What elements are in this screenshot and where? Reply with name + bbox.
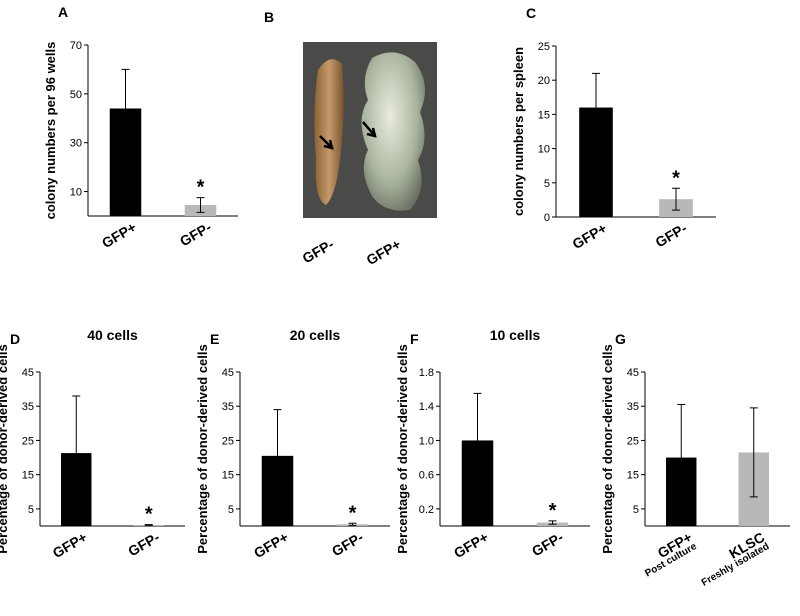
panel-letter: A (58, 4, 68, 20)
x-tick-label: GFP+ (251, 529, 291, 561)
significance-mark: * (549, 500, 557, 522)
panel-letter: G (615, 331, 626, 347)
y-tick-label: 1.0 (419, 435, 434, 447)
chart-title: 40 cells (87, 327, 138, 343)
significance-mark: * (145, 504, 153, 526)
y-tick-label: 20 (538, 75, 550, 87)
y-tick-label: 10 (538, 144, 550, 156)
panel-letter: D (10, 331, 20, 347)
y-tick-label: 35 (222, 401, 234, 413)
y-axis-label: Percentage of donor-derived cells (195, 344, 210, 554)
y-tick-label: 0 (544, 212, 550, 224)
y-tick-label: 1.8 (419, 367, 434, 379)
x-tick-label: GFP+ (569, 220, 609, 252)
x-tick-label: GFP+ (451, 529, 491, 561)
arrow (362, 121, 377, 138)
significance-mark: * (197, 177, 205, 199)
x-tick-label: GFP- (125, 529, 162, 560)
error-bar (144, 524, 153, 526)
panel-letter: C (526, 5, 536, 21)
significance-mark: * (672, 167, 680, 189)
x-tick-label: GFP- (529, 529, 566, 560)
photo-label: GFP+ (363, 236, 403, 268)
y-tick-label: 15 (222, 470, 234, 482)
x-tick-label: GFP- (177, 219, 214, 250)
panel-letter: F (410, 331, 419, 347)
error-bar (473, 392, 482, 488)
y-tick-label: 30 (70, 138, 82, 150)
error-bar (348, 522, 357, 526)
error-bar (72, 395, 81, 511)
error-bar (672, 187, 680, 211)
y-tick-label: 25 (627, 435, 639, 447)
y-tick-label: 0.2 (419, 504, 434, 516)
y-tick-label: 35 (627, 401, 639, 413)
y-tick-label: 0.6 (419, 470, 434, 482)
y-axis-label: Percentage of donor-derived cells (0, 344, 10, 554)
y-axis-label: colony numbers per 96 wells (43, 42, 58, 220)
x-tick-label: GFP- (653, 220, 690, 251)
error-bar (121, 68, 130, 149)
photo-label: GFP- (300, 236, 337, 267)
y-tick-label: 5 (228, 504, 234, 516)
x-tick-label: GFP- (329, 529, 366, 560)
error-bar (196, 197, 205, 213)
y-tick-label: 15 (538, 109, 550, 121)
arrow (319, 135, 334, 150)
y-axis-label: colony numbers per spleen (511, 47, 526, 216)
panel-letter: E (210, 331, 219, 347)
error-bar (592, 72, 600, 143)
y-tick-label: 50 (70, 89, 82, 101)
error-bar (273, 409, 282, 503)
error-bar (677, 404, 686, 512)
y-tick-label: 10 (70, 187, 82, 199)
y-tick-label: 5 (28, 504, 34, 516)
error-bar (548, 520, 557, 525)
y-axis-label: Percentage of donor-derived cells (600, 344, 615, 554)
y-tick-label: 45 (222, 367, 234, 379)
x-tick-label: GFP+ (50, 529, 90, 561)
spleen-gfp-minus (314, 59, 344, 206)
y-tick-label: 15 (22, 470, 34, 482)
significance-mark: * (349, 502, 357, 524)
y-tick-label: 1.4 (419, 401, 434, 413)
panel-letter: B (264, 9, 274, 25)
x-tick-label: GFP+ (99, 219, 139, 251)
chart-title: 10 cells (490, 327, 541, 343)
y-tick-label: 15 (627, 470, 639, 482)
y-tick-label: 5 (544, 178, 550, 190)
y-axis-label: Percentage of donor-derived cells (395, 344, 410, 554)
photo-panel: B GFP- GFP+ (264, 9, 437, 268)
chart-title: 20 cells (290, 327, 341, 343)
y-tick-label: 45 (627, 367, 639, 379)
y-tick-label: 25 (222, 435, 234, 447)
y-tick-label: 25 (22, 435, 34, 447)
y-tick-label: 25 (538, 41, 550, 53)
y-tick-label: 70 (70, 40, 82, 52)
y-tick-label: 35 (22, 401, 34, 413)
error-bar (749, 407, 758, 498)
spleen-gfp-plus (361, 52, 425, 211)
y-tick-label: 5 (633, 504, 639, 516)
y-tick-label: 45 (22, 367, 34, 379)
